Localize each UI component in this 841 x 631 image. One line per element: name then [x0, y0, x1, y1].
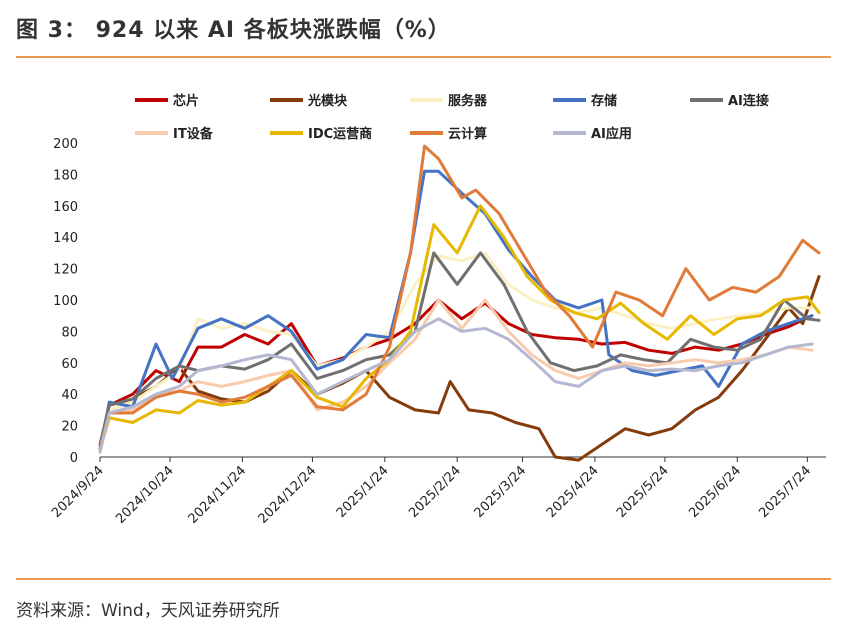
title-divider	[16, 56, 831, 58]
y-tick-label: 160	[53, 200, 78, 215]
y-tick-label: 200	[53, 137, 78, 152]
y-tick-label: 100	[53, 294, 78, 309]
y-tick-label: 140	[53, 231, 78, 246]
legend-label: 芯片	[173, 93, 199, 109]
x-tick-label: 2025/7/24	[756, 463, 814, 521]
series-line-AI应用	[98, 317, 814, 454]
x-axis: 2024/9/24 2024/10/24 2024/11/24 2024/12/24 2…	[49, 456, 826, 527]
series-line-光模块	[98, 275, 821, 462]
series-line-芯片	[98, 298, 814, 451]
footer-divider	[16, 578, 831, 580]
series-line-IT设备	[98, 298, 814, 451]
source-note: 资料来源：Wind，天风证券研究所	[16, 601, 280, 621]
series-lines	[98, 144, 821, 462]
x-tick-label: 2024/10/24	[113, 463, 177, 527]
y-tick-label: 120	[53, 263, 78, 278]
page-title: 图 3： 924 以来 AI 各板块涨跌幅（%）	[16, 18, 451, 43]
series-line-服务器	[98, 251, 814, 451]
x-tick-label: 2025/2/24	[406, 463, 464, 521]
x-tick-label: 2025/4/24	[544, 463, 602, 521]
x-tick-label: 2024/9/24	[49, 463, 107, 521]
y-tick-label: 60	[61, 357, 78, 372]
legend-label: AI应用	[591, 126, 632, 142]
y-tick-label: 80	[61, 325, 78, 340]
legend-label: AI连接	[728, 93, 769, 109]
series-line-存储	[98, 169, 814, 451]
legend-label: IT设备	[173, 126, 214, 142]
y-tick-label: 0	[70, 451, 78, 466]
x-tick-label: 2025/3/24	[472, 463, 530, 521]
legend: 芯片 光模块 服务器 存储 AI连接 IT设备 IDC运营商 云计算 AI应用	[135, 93, 769, 142]
x-tick-label: 2024/12/24	[256, 463, 320, 527]
legend-label: 云计算	[448, 126, 487, 142]
line-chart: 芯片 光模块 服务器 存储 AI连接 IT设备 IDC运营商 云计算 AI应用 0 20 40 60 8…	[49, 93, 826, 527]
y-tick-label: 180	[53, 168, 78, 183]
legend-label: 存储	[591, 93, 617, 109]
series-line-IDC运营商	[98, 204, 821, 451]
y-tick-label: 20	[61, 420, 78, 435]
x-tick-label: 2024/11/24	[186, 463, 250, 527]
y-tick-label: 40	[61, 388, 78, 403]
legend-label: 光模块	[307, 93, 348, 109]
y-axis: 0 20 40 60 80 100 120 140 160 180 200	[53, 137, 78, 466]
x-tick-label: 2025/5/24	[614, 463, 672, 521]
x-tick-label: 2025/1/24	[334, 463, 392, 521]
legend-label: 服务器	[448, 93, 488, 109]
series-line-云计算	[98, 144, 821, 451]
legend-label: IDC运营商	[308, 126, 372, 142]
x-tick-label: 2025/6/24	[686, 463, 744, 521]
